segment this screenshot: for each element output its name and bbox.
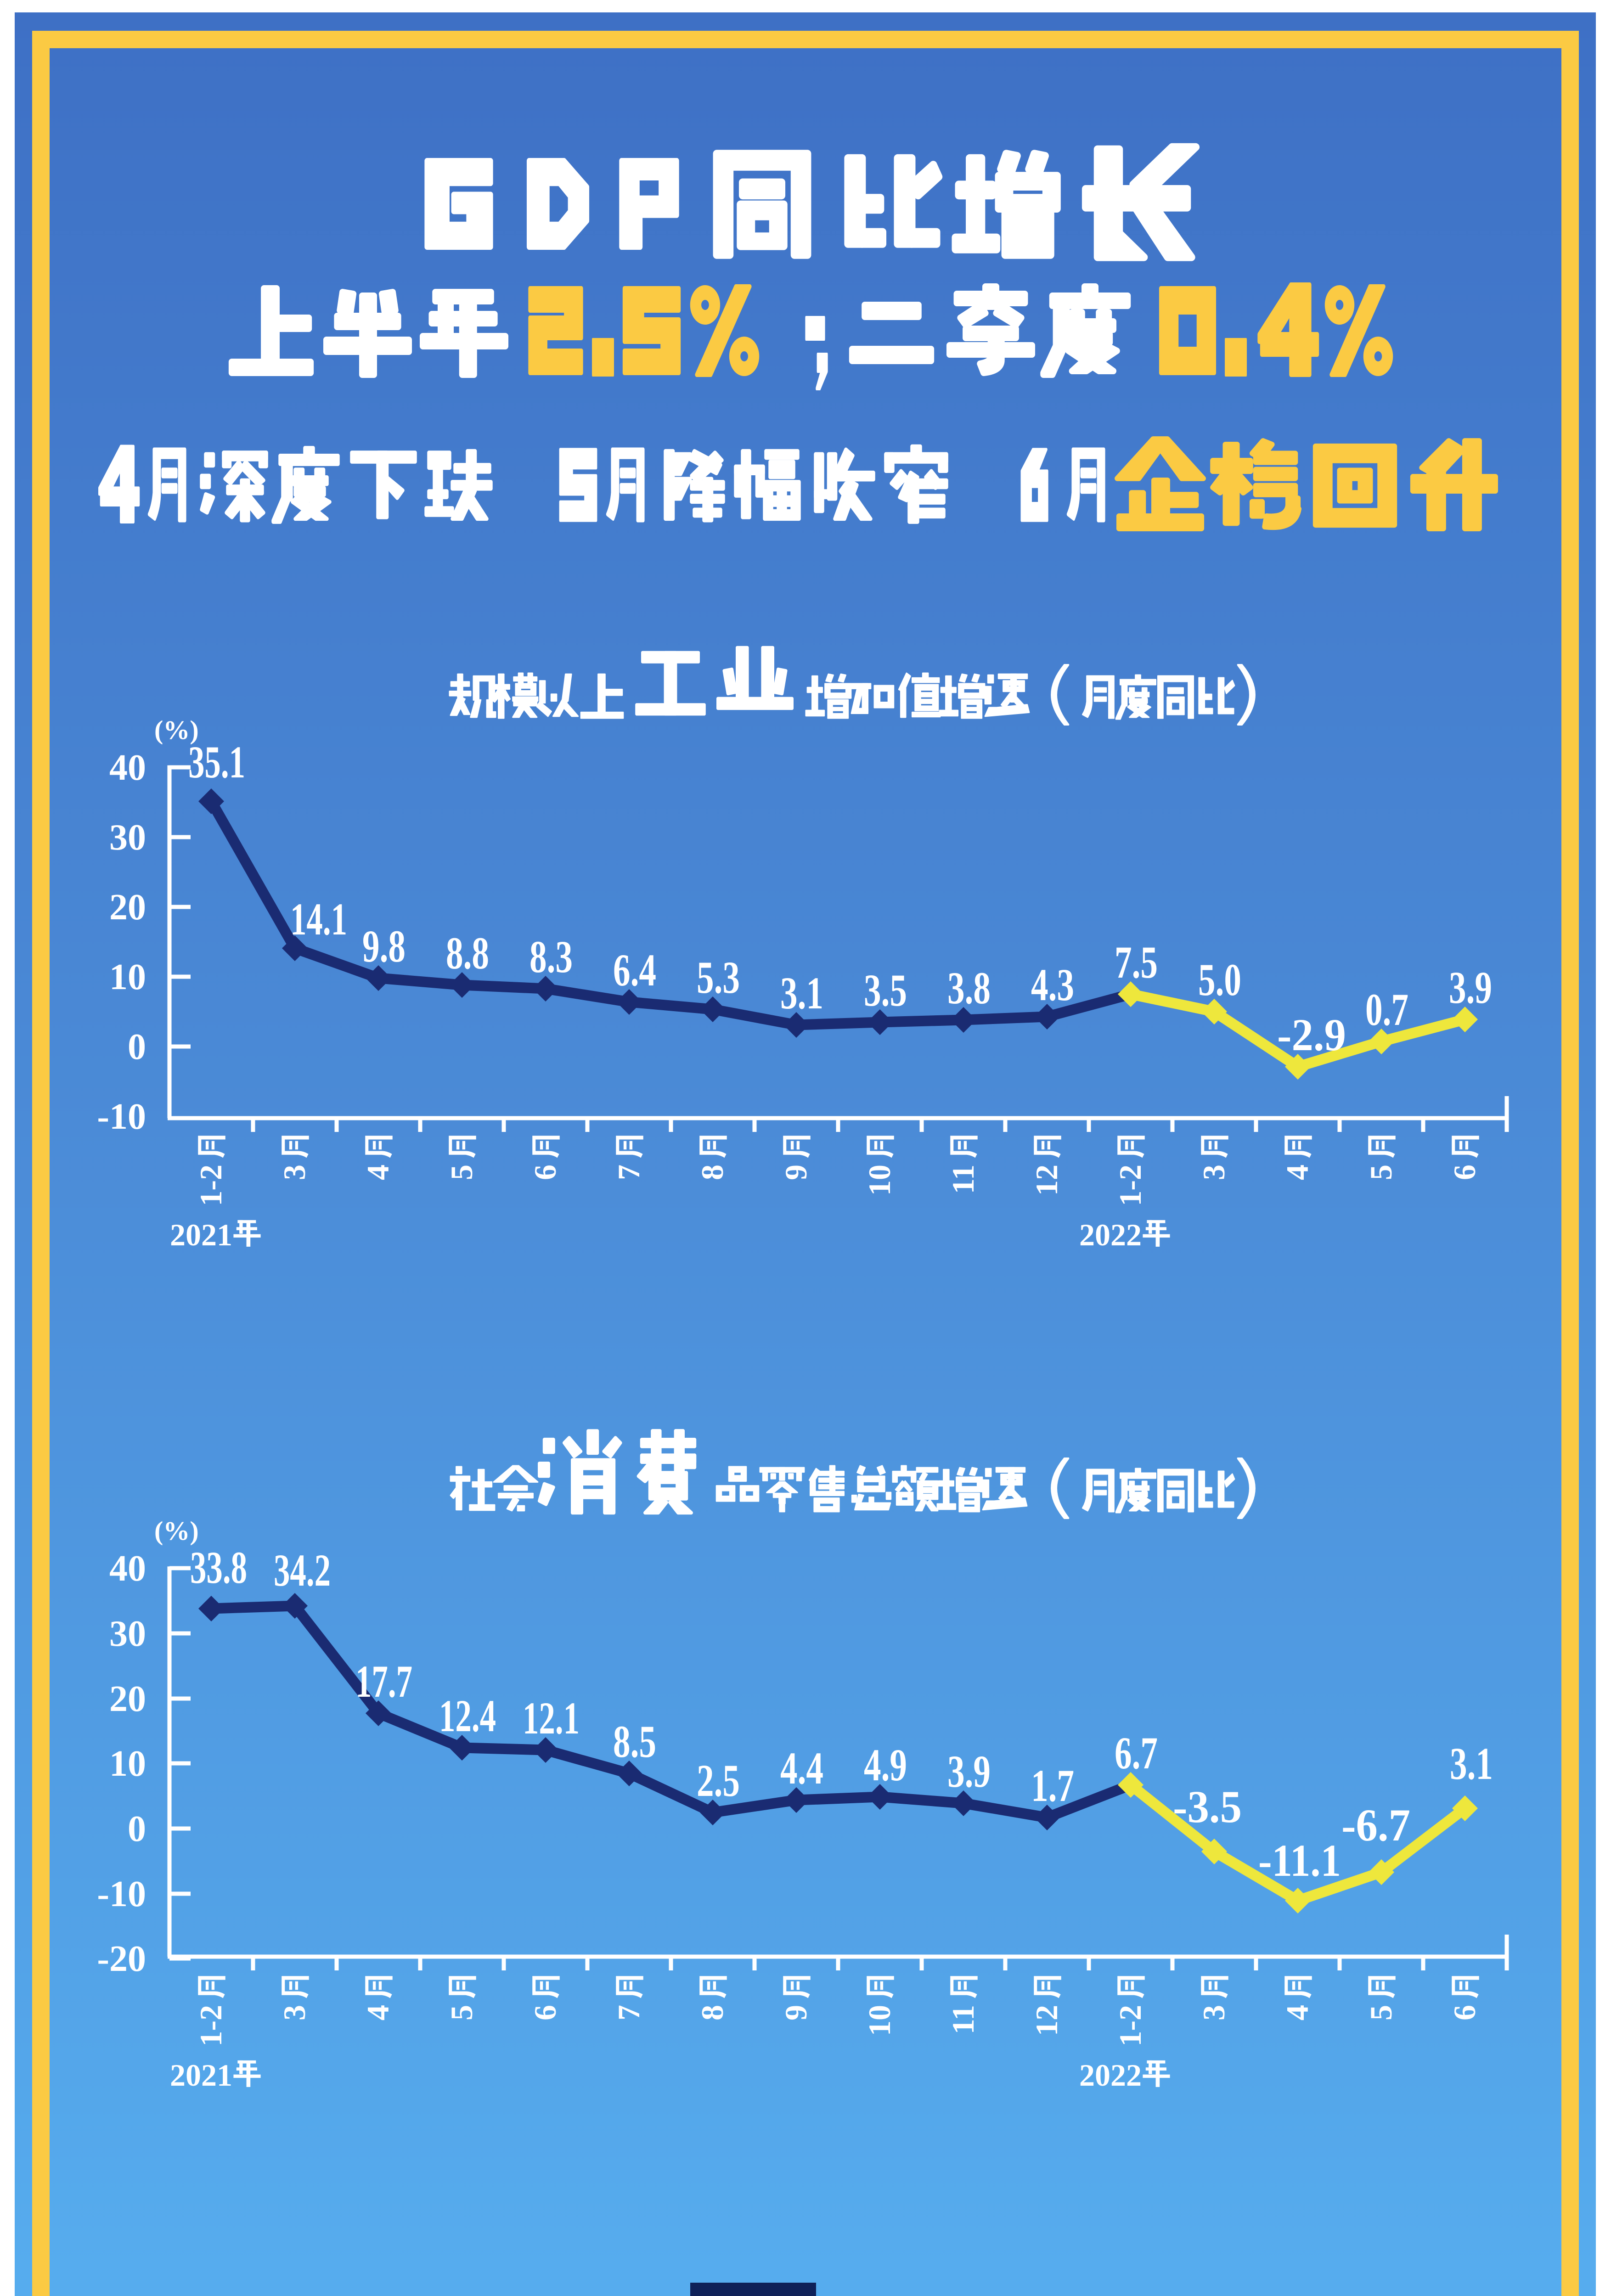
- svg-text:6: 6: [1447, 2005, 1482, 2020]
- svg-text:6.7: 6.7: [1115, 1728, 1158, 1778]
- svg-text:34.2: 34.2: [274, 1545, 331, 1596]
- svg-text:9: 9: [778, 2005, 813, 2020]
- svg-text:5: 5: [444, 1165, 479, 1180]
- svg-text:0: 0: [128, 1027, 146, 1067]
- svg-text:4: 4: [361, 1165, 395, 1180]
- svg-text:10: 10: [109, 957, 146, 997]
- svg-text:3.8: 3.8: [947, 962, 991, 1013]
- svg-text:-20: -20: [97, 1939, 146, 1979]
- svg-text:2022: 2022: [1079, 2058, 1142, 2093]
- svg-text:10: 10: [109, 1744, 146, 1784]
- svg-text:3: 3: [1196, 2005, 1231, 2020]
- svg-text:1.7: 1.7: [1031, 1760, 1074, 1811]
- svg-text:12: 12: [1029, 1165, 1064, 1196]
- svg-text:-3.5: -3.5: [1173, 1781, 1242, 1832]
- svg-text:33.8: 33.8: [190, 1542, 247, 1593]
- svg-text:2021: 2021: [170, 2058, 232, 2093]
- svg-text:8.5: 8.5: [613, 1716, 656, 1767]
- svg-text:5.0: 5.0: [1198, 954, 1241, 1005]
- svg-text:5: 5: [444, 2005, 479, 2020]
- svg-text:7: 7: [611, 2005, 646, 2020]
- svg-text:40: 40: [109, 1548, 146, 1589]
- svg-text:6: 6: [528, 2005, 563, 2020]
- svg-text:1-2: 1-2: [193, 2005, 228, 2047]
- svg-text:3.9: 3.9: [947, 1746, 991, 1797]
- svg-text:8.3: 8.3: [529, 931, 573, 982]
- svg-text:4: 4: [1280, 2005, 1315, 2020]
- svg-text:5: 5: [1363, 2005, 1398, 2020]
- svg-text:30: 30: [109, 817, 146, 858]
- svg-text:3.5: 3.5: [864, 965, 907, 1016]
- svg-text:20: 20: [109, 887, 146, 928]
- svg-text:3.1: 3.1: [1450, 1738, 1493, 1789]
- svg-text:3: 3: [1196, 1165, 1231, 1180]
- svg-text:7.5: 7.5: [1115, 937, 1158, 988]
- svg-text:12: 12: [1029, 2005, 1064, 2036]
- svg-text:0: 0: [128, 1809, 146, 1849]
- svg-text:10: 10: [862, 2005, 897, 2036]
- svg-text:1-2: 1-2: [1113, 1165, 1148, 1206]
- svg-text:1-2: 1-2: [1113, 2005, 1148, 2047]
- svg-text:35.1: 35.1: [188, 737, 245, 788]
- svg-text:3.1: 3.1: [780, 968, 823, 1019]
- svg-text:8: 8: [695, 2005, 730, 2020]
- svg-text:4: 4: [1280, 1165, 1315, 1180]
- svg-text:-10: -10: [97, 1874, 146, 1914]
- svg-text:6: 6: [528, 1165, 563, 1180]
- svg-text:4.4: 4.4: [780, 1743, 823, 1794]
- svg-text:2021: 2021: [170, 1217, 232, 1252]
- svg-text:(%): (%): [154, 1516, 199, 1546]
- svg-text:11: 11: [946, 1165, 980, 1194]
- svg-text:4.9: 4.9: [864, 1739, 907, 1790]
- svg-text:9: 9: [778, 1165, 813, 1180]
- svg-text:1-2: 1-2: [193, 1165, 228, 1206]
- svg-text:9.8: 9.8: [362, 921, 406, 972]
- svg-text:0.7: 0.7: [1365, 984, 1408, 1035]
- svg-text:6.4: 6.4: [613, 945, 656, 996]
- svg-text:8.8: 8.8: [446, 928, 489, 979]
- svg-text:4: 4: [361, 2005, 395, 2020]
- svg-text:-10: -10: [97, 1097, 146, 1137]
- svg-text:4.3: 4.3: [1031, 959, 1074, 1010]
- svg-text:3.9: 3.9: [1449, 962, 1492, 1013]
- svg-text:5: 5: [1363, 1165, 1398, 1180]
- svg-text:7: 7: [611, 1165, 646, 1180]
- svg-text:40: 40: [109, 748, 146, 788]
- svg-text:30: 30: [109, 1614, 146, 1654]
- svg-text:20: 20: [109, 1679, 146, 1719]
- svg-text:6: 6: [1447, 1165, 1482, 1180]
- svg-text:12.1: 12.1: [523, 1693, 580, 1744]
- svg-text:-6.7: -6.7: [1341, 1800, 1410, 1851]
- svg-text:14.1: 14.1: [290, 894, 347, 945]
- svg-text:-2.9: -2.9: [1277, 1009, 1346, 1060]
- svg-text:3: 3: [277, 1165, 312, 1180]
- svg-text:2022: 2022: [1079, 1217, 1142, 1252]
- svg-text:10: 10: [862, 1165, 897, 1196]
- svg-text:-11.1: -11.1: [1258, 1835, 1341, 1886]
- svg-text:5.3: 5.3: [697, 952, 740, 1003]
- svg-text:12.4: 12.4: [439, 1690, 496, 1741]
- svg-text:(%): (%): [154, 715, 199, 745]
- svg-text:17.7: 17.7: [355, 1656, 412, 1707]
- svg-text:3: 3: [277, 2005, 312, 2020]
- svg-text:2.5: 2.5: [697, 1755, 740, 1806]
- svg-text:8: 8: [695, 1165, 730, 1180]
- svg-text:11: 11: [946, 2005, 980, 2034]
